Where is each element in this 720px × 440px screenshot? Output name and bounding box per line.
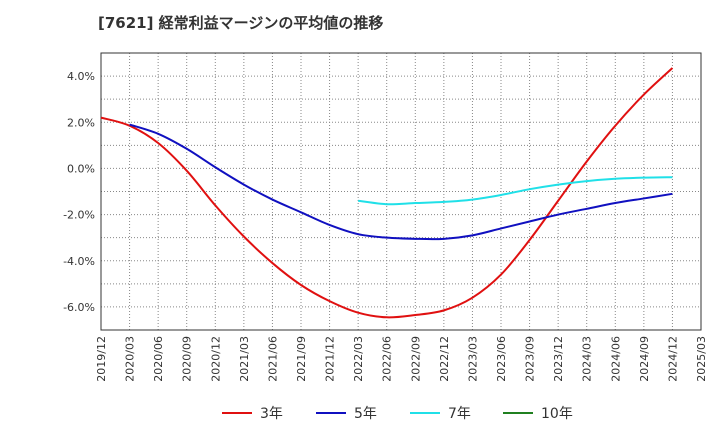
x-tick-label: 2021/12 <box>324 336 337 382</box>
x-tick-label: 2025/03 <box>695 336 708 382</box>
x-tick-label: 2020/06 <box>152 336 165 382</box>
x-tick-label: 2024/06 <box>609 336 622 382</box>
chart-title: [7621] 経常利益マージンの平均値の推移 <box>98 14 384 32</box>
y-tick-label: 0.0% <box>67 162 95 175</box>
x-tick-label: 2020/12 <box>209 336 222 382</box>
x-tick-label: 2023/12 <box>552 336 565 382</box>
x-tick-label: 2022/09 <box>409 336 422 382</box>
axes <box>100 52 702 331</box>
series-line-0 <box>100 67 674 319</box>
series-line-1 <box>129 123 673 241</box>
x-tick-label: 2024/12 <box>666 336 679 382</box>
plot-frame <box>100 52 702 331</box>
x-tick-label: 2020/09 <box>181 336 194 382</box>
legend-label-3: 10年 <box>541 406 573 422</box>
x-tick-label: 2021/06 <box>266 336 279 382</box>
x-tick-label: 2021/03 <box>238 336 251 382</box>
y-tick-label: 2.0% <box>67 116 95 129</box>
x-tick-label: 2023/09 <box>524 336 537 382</box>
x-axis-ticks: 2019/12 2020/03 2020/06 2020/09 2020/12 2021/… <box>95 336 708 382</box>
legend-label-0: 3年 <box>260 406 283 422</box>
y-tick-label: 4.0% <box>67 70 95 83</box>
x-tick-label: 2022/12 <box>438 336 451 382</box>
y-tick-label: -6.0% <box>63 301 95 314</box>
x-tick-label: 2019/12 <box>95 336 108 382</box>
legend-label-1: 5年 <box>354 406 377 422</box>
legend: 3年 5年 7年 10年 <box>222 406 573 422</box>
x-tick-label: 2020/03 <box>124 336 137 382</box>
x-tick-label: 2022/06 <box>381 336 394 382</box>
x-tick-label: 2023/06 <box>495 336 508 382</box>
x-tick-label: 2023/03 <box>466 336 479 382</box>
x-tick-label: 2024/09 <box>638 336 651 382</box>
x-tick-label: 2021/09 <box>295 336 308 382</box>
x-tick-label: 2024/03 <box>581 336 594 382</box>
series-line-2 <box>358 176 673 206</box>
x-tick-label: 2022/03 <box>352 336 365 382</box>
grid <box>100 52 702 331</box>
y-tick-label: -2.0% <box>63 209 95 222</box>
series-lines <box>100 67 674 319</box>
legend-label-2: 7年 <box>448 406 471 422</box>
y-axis-ticks: -6.0% -4.0% -2.0% 0.0% 2.0% 4.0% <box>63 70 95 314</box>
y-tick-label: -4.0% <box>63 255 95 268</box>
